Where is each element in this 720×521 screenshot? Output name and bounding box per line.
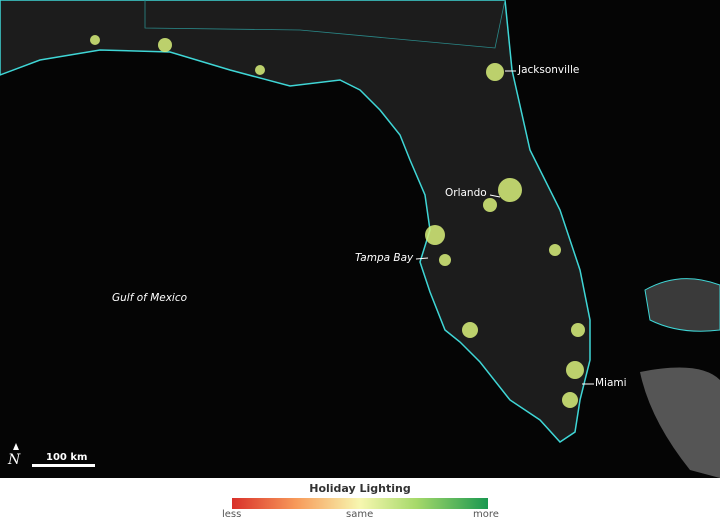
state-border	[144, 0, 506, 49]
scale-bar	[32, 464, 95, 467]
bahamas-land	[644, 278, 720, 332]
legend-more: more	[473, 509, 499, 520]
legend-same: same	[346, 509, 374, 520]
legend-title: Holiday Lighting	[309, 482, 411, 495]
north-arrow-head-icon	[13, 443, 19, 450]
north-arrow-icon: N	[8, 452, 21, 468]
scale-label: 100 km	[46, 452, 88, 463]
florida-map-graphic	[0, 0, 720, 478]
legend: Holiday Lighting less same more	[0, 478, 720, 521]
city-lights	[90, 35, 585, 408]
cuba-land	[640, 367, 720, 478]
label-miami: Miami	[595, 377, 627, 389]
label-gulf-of-mexico: Gulf of Mexico	[112, 292, 188, 304]
satellite-map: Jacksonville Orlando Tampa Bay Miami Gul…	[0, 0, 720, 478]
label-jacksonville: Jacksonville	[518, 64, 580, 76]
label-orlando: Orlando	[445, 187, 487, 199]
legend-less: less	[222, 509, 242, 520]
label-leaders	[415, 70, 594, 385]
label-tampa-bay: Tampa Bay	[355, 252, 414, 264]
florida-land	[0, 0, 591, 443]
legend-color-bar	[232, 498, 488, 509]
